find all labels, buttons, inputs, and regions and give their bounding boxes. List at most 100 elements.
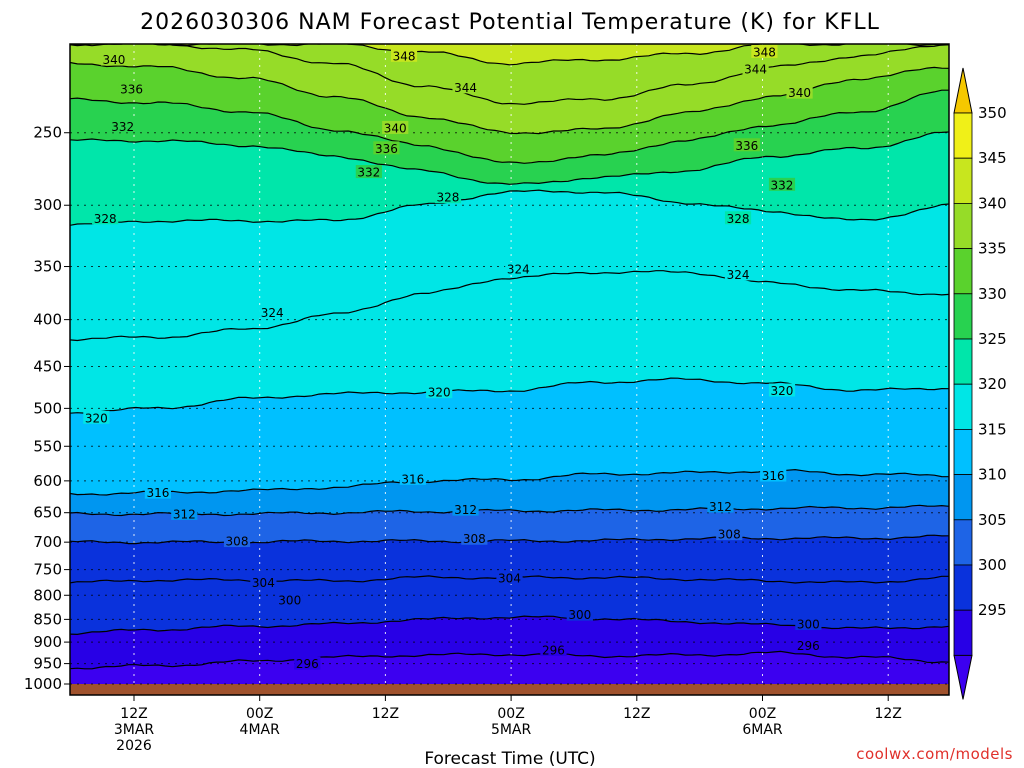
contour-line — [70, 189, 949, 226]
contour-label: 320 — [428, 386, 451, 400]
contour-label: 312 — [454, 503, 477, 517]
y-tick-label: 550 — [33, 437, 62, 455]
contour-label-bg — [426, 385, 453, 399]
colorbar-segment — [953, 248, 973, 295]
y-tick-label: 850 — [33, 610, 62, 628]
contour-label: 340 — [788, 86, 811, 100]
contour-label: 324 — [261, 306, 284, 320]
colorbar-segment — [953, 112, 973, 159]
contour-label: 308 — [463, 532, 486, 546]
contour-label: 328 — [727, 212, 750, 226]
contour-line — [70, 650, 949, 670]
contour-label-bg — [760, 468, 787, 482]
colorbar-segment — [953, 428, 973, 475]
contour-label: 304 — [252, 576, 275, 590]
colorbar-segment — [953, 383, 973, 430]
colorbar-segment — [953, 293, 973, 340]
contour-label: 296 — [797, 639, 820, 653]
x-tick-label: 12Z — [623, 706, 650, 722]
contour-label-bg — [259, 305, 286, 319]
contour-label-bg — [540, 642, 567, 656]
contour-label-bg — [382, 120, 409, 134]
contour-label-bg — [250, 575, 277, 589]
contour-label-bg — [742, 62, 769, 76]
contour-label: 308 — [718, 528, 741, 542]
contour-label-bg — [276, 593, 303, 607]
contour-label-bg — [390, 48, 418, 62]
color-bands — [70, 44, 949, 684]
contour-label: 336 — [375, 142, 398, 156]
x-tick-label: 00Z — [246, 706, 273, 722]
contour-label: 336 — [735, 139, 758, 153]
y-tick-label: 700 — [33, 533, 62, 551]
y-tick-label: 900 — [33, 633, 62, 651]
contour-label-bg — [223, 534, 251, 548]
contour-label-bg — [768, 177, 796, 191]
x-tick-label: 6MAR — [742, 722, 783, 738]
contour-label: 312 — [709, 500, 732, 514]
y-tick-label: 300 — [33, 196, 62, 214]
contour-label-bg — [355, 165, 382, 179]
contour-label-bg — [795, 638, 822, 652]
contour-line — [70, 504, 949, 517]
contour-line — [70, 534, 949, 545]
y-tick-label: 400 — [33, 311, 62, 329]
contour-label: 296 — [542, 643, 565, 657]
contour-label: 344 — [744, 63, 767, 77]
contour-label-bg — [373, 141, 400, 155]
contour-label: 340 — [102, 53, 125, 67]
contour-label: 308 — [226, 535, 249, 549]
contour-label-bg — [92, 211, 119, 225]
ground-bar — [70, 684, 949, 695]
y-tick-label: 1000 — [24, 675, 62, 693]
contour-label-bg — [109, 119, 136, 133]
contour-label-bg — [399, 471, 426, 485]
y-tick-label: 650 — [33, 504, 62, 522]
contour-label-bg — [707, 499, 734, 513]
contour-label: 332 — [771, 178, 794, 192]
x-tick-label: 00Z — [749, 706, 776, 722]
contour-label: 324 — [727, 268, 750, 282]
contour-label-bg — [452, 80, 479, 94]
contour-label: 300 — [797, 618, 820, 632]
y-tick-label: 450 — [33, 357, 62, 375]
contour-label: 300 — [278, 594, 301, 608]
colorbar-segment — [953, 338, 973, 385]
colorbar-segment — [953, 564, 973, 611]
colorbar-tick-label: 345 — [978, 149, 1007, 167]
colorbar-tick-label: 330 — [978, 285, 1007, 303]
contour-label-bg — [83, 410, 110, 424]
contour-label: 336 — [120, 83, 143, 97]
contour-label-bg — [768, 383, 796, 397]
colorbar-tick-label: 310 — [978, 466, 1007, 484]
x-tick-label: 12Z — [874, 706, 901, 722]
y-tick-label: 600 — [33, 472, 62, 490]
contour-label-bg — [566, 607, 593, 621]
contour-label: 332 — [111, 120, 134, 134]
colorbar-tick-label: 295 — [978, 601, 1007, 619]
colorbar-segment — [953, 474, 973, 521]
x-tick-label: 12Z — [120, 706, 147, 722]
x-tick-label: 12Z — [372, 706, 399, 722]
contour-label-bg — [795, 617, 822, 631]
contour-line — [70, 377, 949, 414]
contour-label: 328 — [437, 191, 460, 205]
contour-label: 316 — [401, 472, 424, 486]
y-tick-label: 250 — [33, 124, 62, 142]
contour-label: 332 — [357, 166, 380, 180]
contour-line — [70, 131, 949, 185]
contour-label-bg — [100, 52, 128, 66]
contour-label-bg — [751, 44, 778, 58]
color-band — [70, 44, 949, 65]
colorbar-bottom-arrow — [953, 654, 973, 700]
x-tick-label: 2026 — [116, 738, 152, 754]
contour-label-bg — [294, 656, 321, 670]
colorbar: 350 345 340 335 330 325 320 315 310 305 300 295 — [953, 67, 1007, 700]
colorbar-tick-label: 320 — [978, 375, 1007, 393]
y-tick-label: 950 — [33, 655, 62, 673]
x-axis-label: Forecast Time (UTC) — [424, 749, 595, 768]
contour-label: 348 — [753, 45, 776, 59]
colorbar-tick-label: 315 — [978, 420, 1007, 438]
